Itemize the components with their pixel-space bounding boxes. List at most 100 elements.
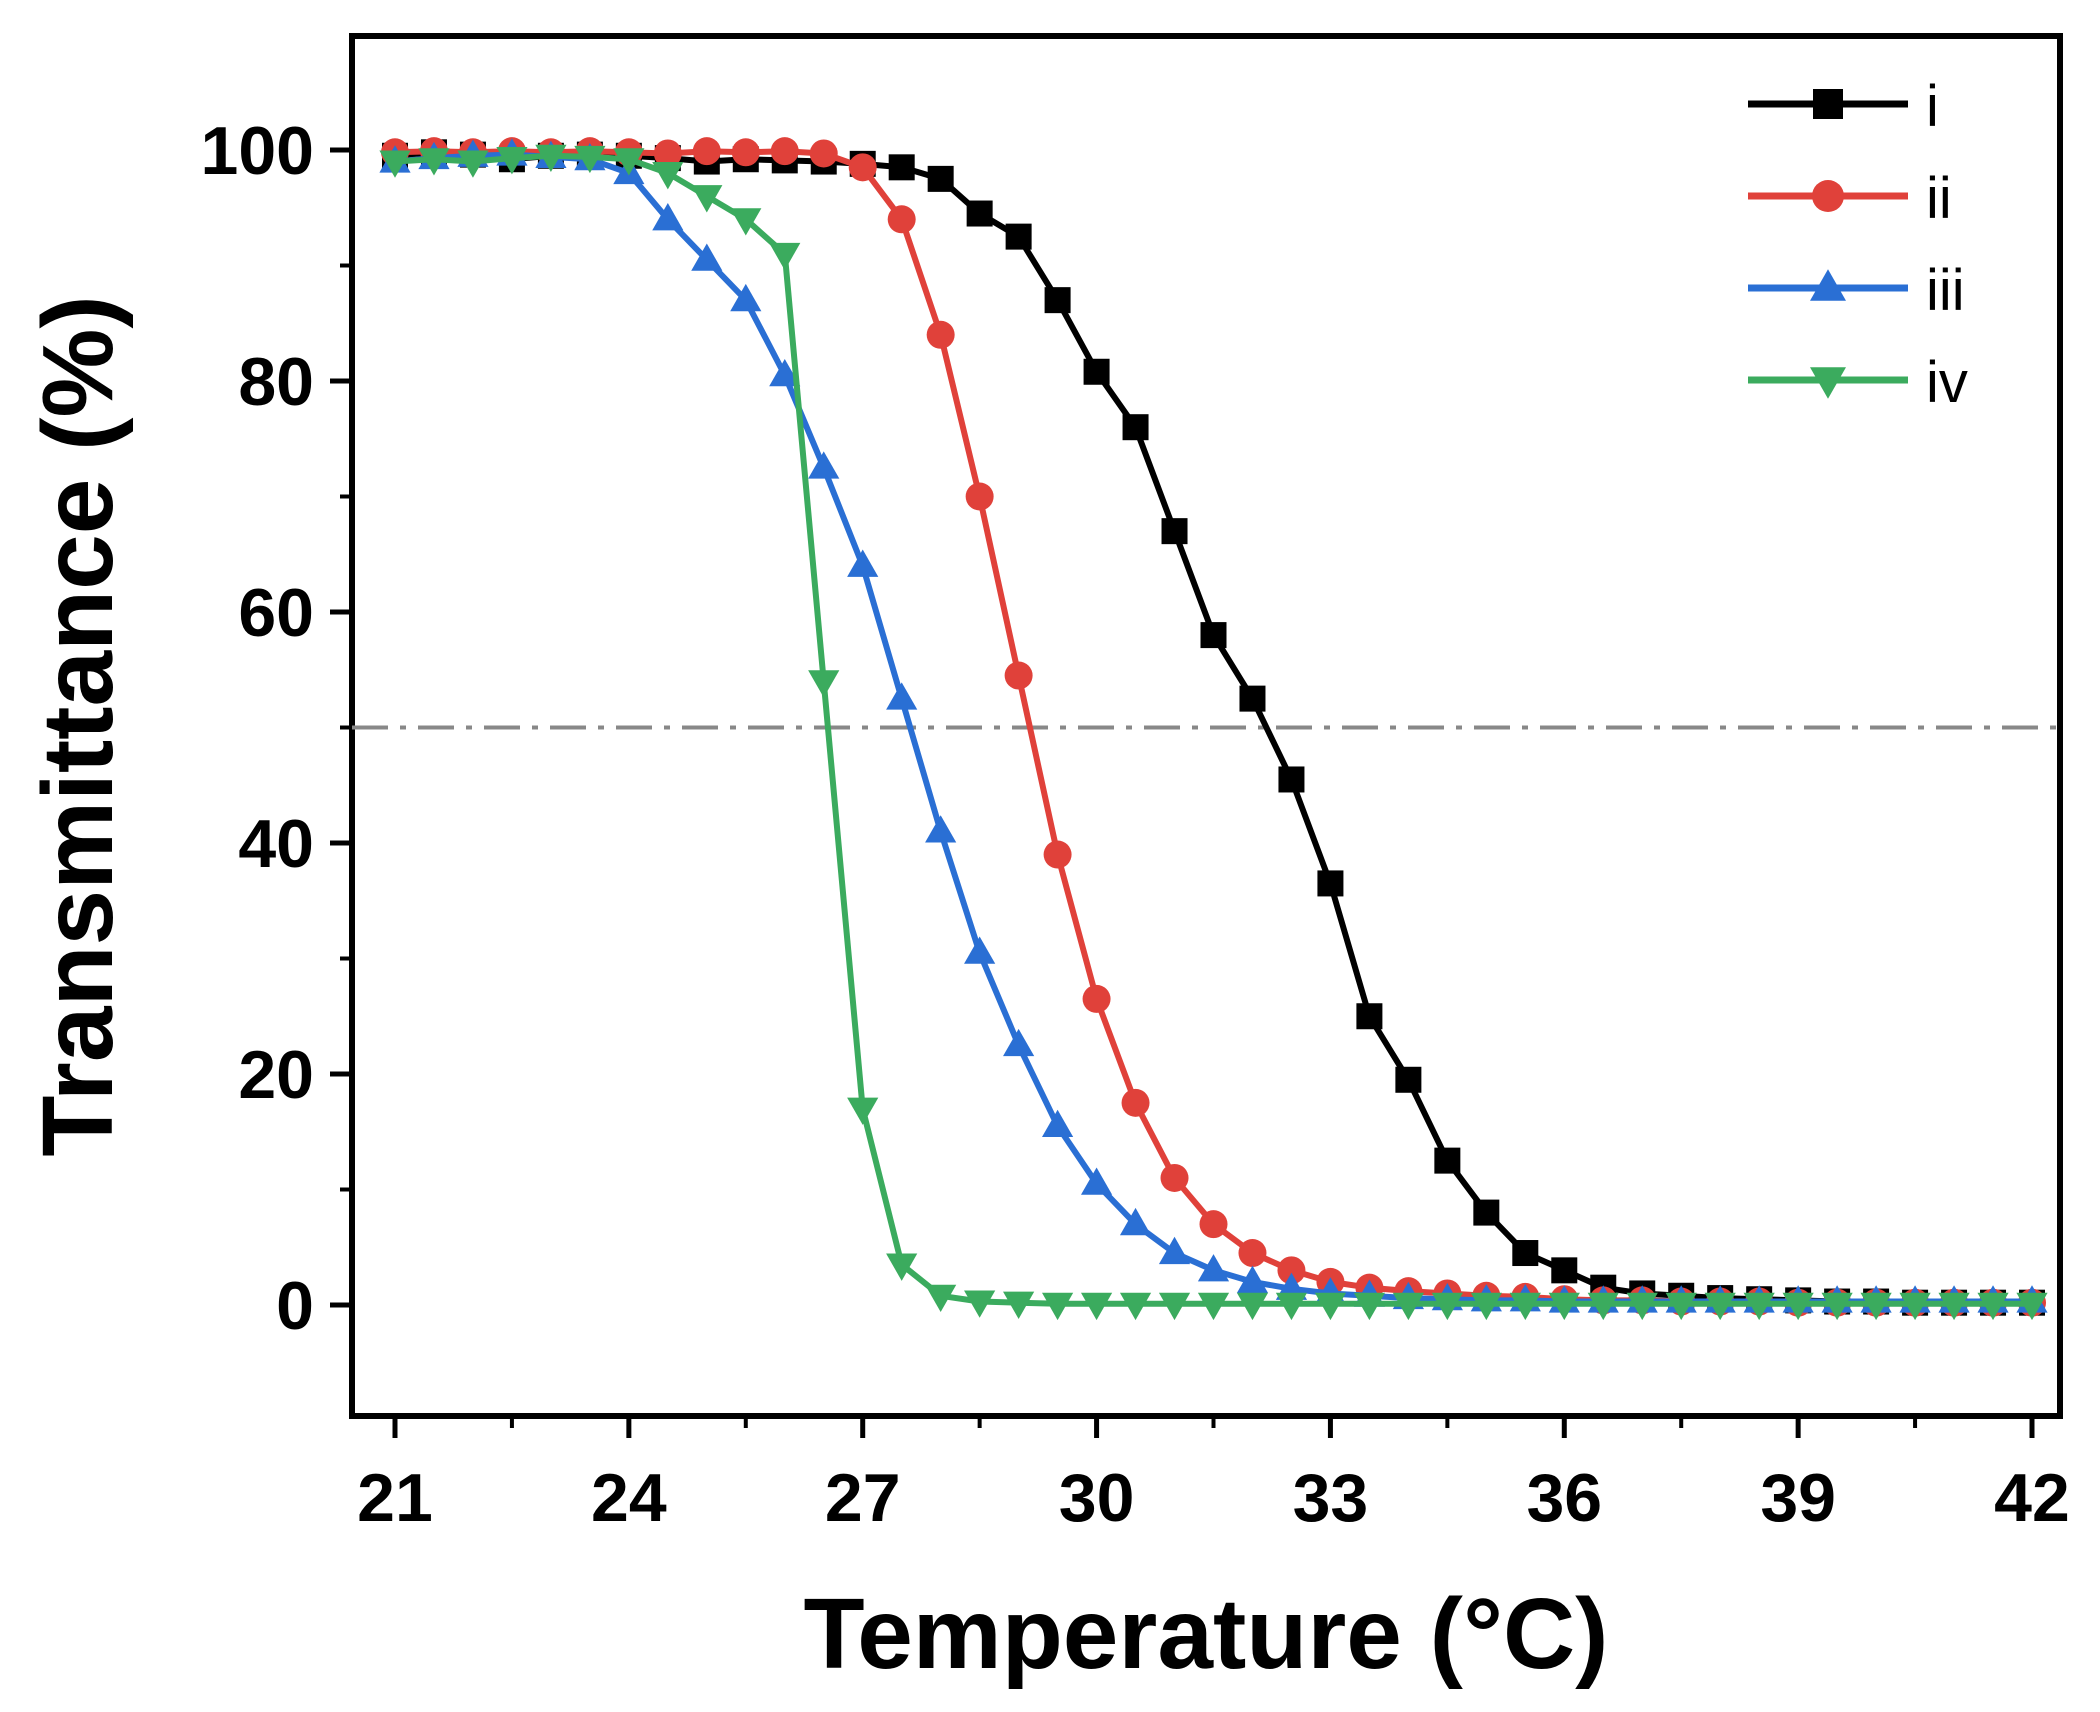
axis-tick-labels: 21 24 27 30 33 36 39 42 0 20 40 60 80 100	[201, 113, 2070, 1536]
data-point-iii	[1158, 1236, 1191, 1265]
axis-ticks	[330, 147, 2035, 1438]
data-point-iv	[1119, 1292, 1152, 1321]
y-tick-label: 0	[276, 1268, 314, 1344]
series-iv	[379, 144, 2048, 1321]
y-tick-label: 20	[238, 1037, 314, 1113]
data-point-i	[888, 154, 915, 181]
data-point-i	[1551, 1257, 1578, 1284]
x-tick-label: 33	[1293, 1460, 1369, 1536]
data-point-iv	[418, 148, 450, 176]
data-point-i	[1044, 287, 1071, 314]
y-tick-label: 80	[238, 344, 314, 420]
data-point-iv	[1626, 1292, 1658, 1321]
data-point-i	[966, 200, 993, 227]
data-point-iv	[1938, 1292, 1970, 1321]
data-point-iii	[886, 682, 918, 710]
data-point-iv	[1236, 1292, 1269, 1321]
x-tick-label: 21	[357, 1460, 433, 1536]
data-point-iv	[1470, 1292, 1502, 1321]
legend-label-ii: ii	[1926, 166, 1952, 231]
legend-item-i: i	[1748, 74, 1939, 139]
data-point-iii	[808, 451, 840, 479]
data-point-iv	[808, 670, 840, 698]
data-point-iv	[457, 150, 489, 178]
data-point-iv	[1899, 1292, 1931, 1321]
series-layer	[379, 137, 2048, 1321]
data-point-i	[1200, 622, 1227, 649]
data-point-i	[1239, 685, 1266, 712]
data-point-ii	[848, 153, 877, 182]
data-point-iii	[769, 358, 801, 387]
legend-item-iv: iv	[1748, 350, 1968, 415]
data-point-iv	[574, 145, 606, 174]
data-point-iv	[613, 148, 645, 176]
data-point-iv	[1509, 1292, 1541, 1321]
data-point-iii	[847, 549, 879, 577]
data-point-ii	[1160, 1163, 1189, 1192]
data-point-i	[1395, 1066, 1422, 1093]
data-point-iv	[1158, 1292, 1191, 1321]
data-point-ii	[926, 320, 955, 349]
data-point-iii	[730, 283, 762, 312]
legend-marker-i	[1813, 89, 1843, 119]
data-point-ii	[770, 137, 799, 166]
y-tick-label: 100	[201, 113, 314, 189]
y-tick-label: 60	[238, 575, 314, 651]
data-point-iv	[496, 147, 528, 175]
data-point-iv	[1041, 1292, 1074, 1321]
data-point-iii	[652, 203, 684, 231]
data-point-iii	[1119, 1207, 1152, 1236]
data-point-iv	[691, 185, 723, 213]
data-point-ii	[1121, 1088, 1150, 1117]
data-point-i	[1005, 223, 1032, 250]
data-point-ii	[1082, 984, 1111, 1013]
data-point-iv	[1275, 1292, 1308, 1321]
data-point-iii	[691, 243, 723, 271]
data-point-iv	[1860, 1292, 1892, 1321]
data-point-iv	[1431, 1292, 1463, 1321]
data-point-i	[1278, 766, 1305, 793]
legend-label-iii: iii	[1926, 258, 1965, 323]
data-point-iv	[1003, 1291, 1035, 1319]
x-tick-label: 24	[591, 1460, 667, 1536]
data-point-ii	[731, 138, 760, 167]
data-point-ii	[1043, 840, 1072, 869]
legend-label-i: i	[1926, 74, 1939, 139]
data-point-i	[1473, 1199, 1500, 1226]
legend-marker-iv	[1810, 367, 1846, 399]
legend-item-ii: ii	[1748, 166, 1952, 231]
data-point-iv	[1080, 1292, 1113, 1321]
data-point-iv	[1782, 1292, 1814, 1321]
legend-label-iv: iv	[1926, 350, 1968, 415]
x-tick-label: 42	[1994, 1460, 2070, 1536]
data-point-ii	[809, 139, 838, 168]
legend-item-iii: iii	[1748, 258, 1965, 323]
series-iii	[379, 138, 2048, 1313]
x-tick-label: 27	[825, 1460, 901, 1536]
data-point-ii	[965, 482, 994, 511]
legend-marker-iii	[1810, 269, 1846, 301]
data-point-iv	[769, 242, 801, 271]
y-axis-title: Transmittance (%)	[22, 295, 134, 1156]
data-point-iv	[652, 162, 684, 190]
data-point-iii	[964, 936, 996, 964]
data-point-iv	[847, 1097, 879, 1125]
data-point-ii	[653, 139, 682, 168]
data-point-iv	[1314, 1292, 1347, 1321]
data-point-iv	[1821, 1292, 1853, 1321]
data-point-iv	[535, 144, 567, 173]
data-point-iv	[1197, 1292, 1230, 1321]
data-point-iii	[1003, 1028, 1035, 1057]
data-point-i	[1317, 870, 1344, 897]
plot-frame	[349, 33, 2063, 1419]
data-point-i	[1122, 414, 1149, 441]
data-point-iv	[1743, 1292, 1775, 1321]
data-point-ii	[1277, 1256, 1306, 1285]
data-point-iv	[1704, 1292, 1736, 1321]
data-point-ii	[1199, 1210, 1228, 1239]
data-point-ii	[887, 205, 916, 234]
data-point-iii	[1236, 1265, 1269, 1293]
data-point-iv	[925, 1284, 957, 1313]
data-point-i	[1356, 1003, 1383, 1030]
